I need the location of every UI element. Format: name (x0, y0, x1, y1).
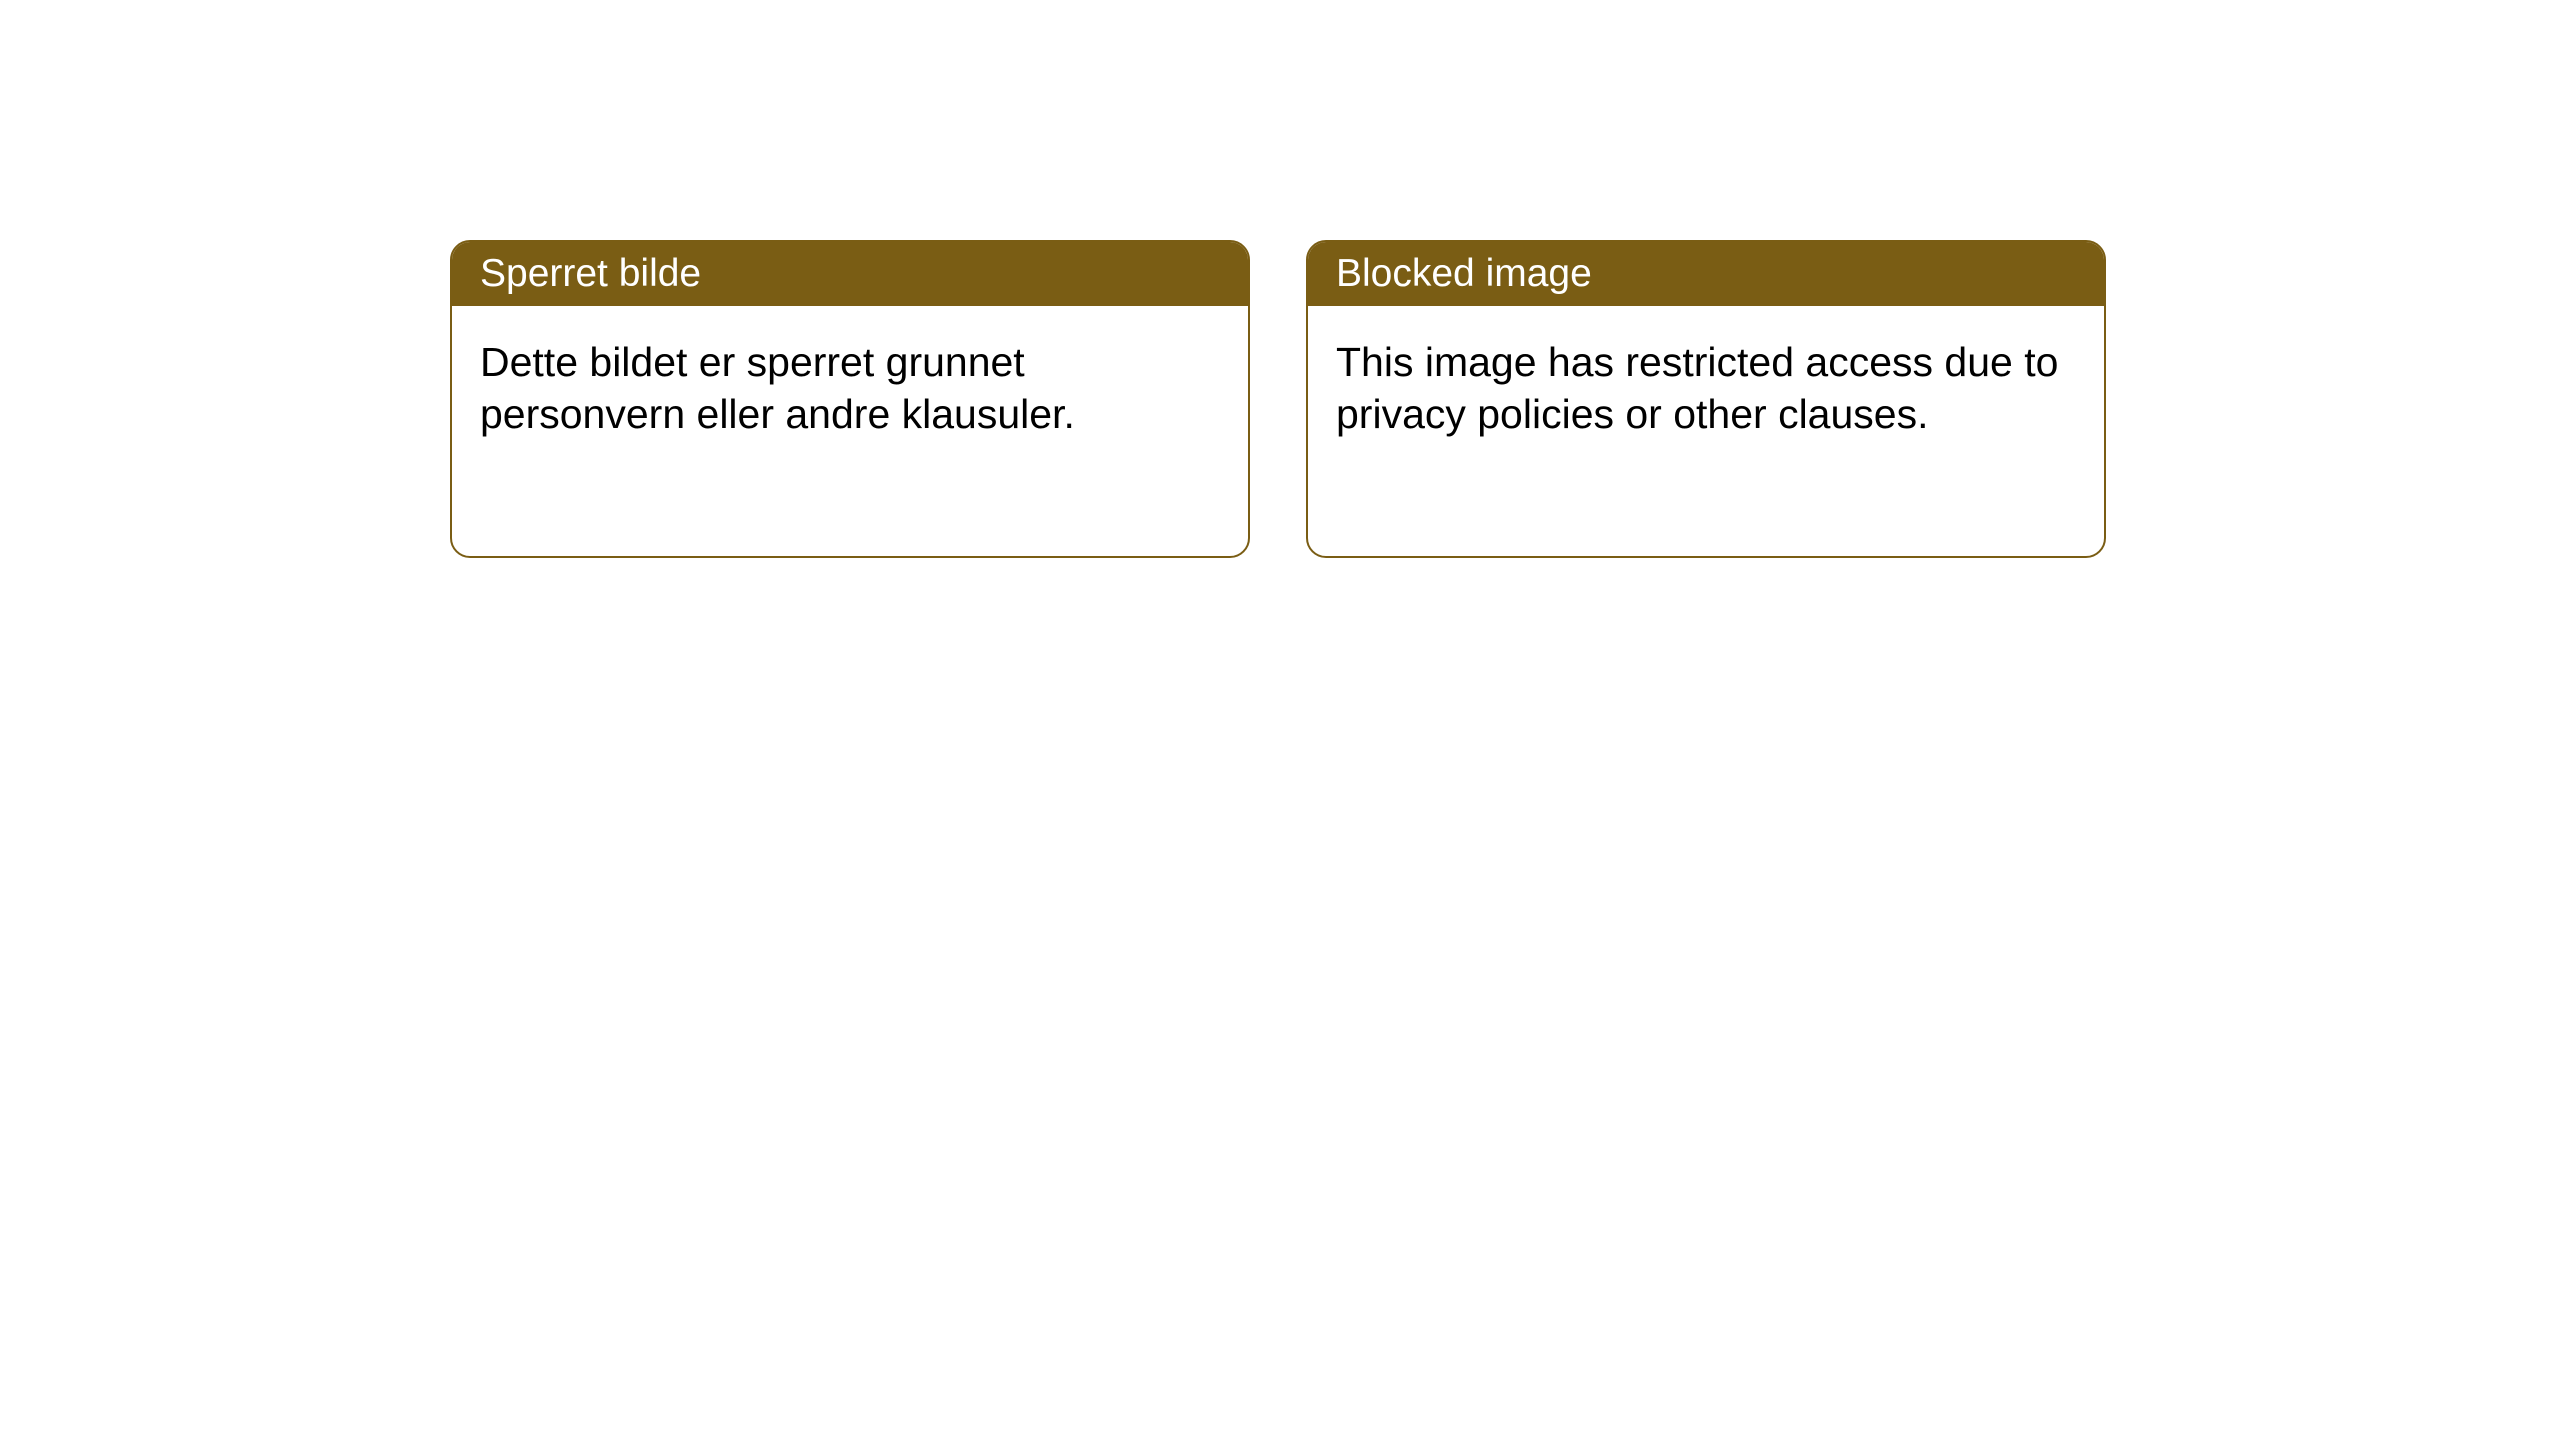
card-title: Blocked image (1308, 242, 2104, 306)
blocked-image-card-no: Sperret bilde Dette bildet er sperret gr… (450, 240, 1250, 558)
blocked-image-card-en: Blocked image This image has restricted … (1306, 240, 2106, 558)
card-body: This image has restricted access due to … (1308, 306, 2104, 556)
card-title: Sperret bilde (452, 242, 1248, 306)
cards-container: Sperret bilde Dette bildet er sperret gr… (0, 0, 2560, 558)
card-body: Dette bildet er sperret grunnet personve… (452, 306, 1248, 556)
